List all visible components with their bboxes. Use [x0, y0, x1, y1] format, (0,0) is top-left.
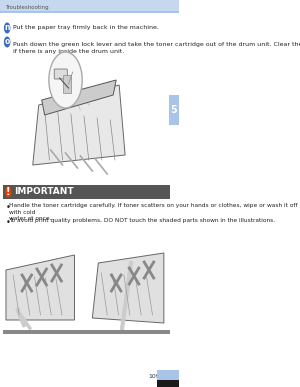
Text: •: • [6, 218, 11, 227]
Text: Put the paper tray firmly back in the machine.: Put the paper tray firmly back in the ma… [13, 26, 158, 31]
Text: IMPORTANT: IMPORTANT [14, 187, 74, 197]
Text: 109: 109 [148, 373, 160, 378]
FancyBboxPatch shape [169, 95, 179, 125]
Text: To avoid print quality problems, DO NOT touch the shaded parts shown in the illu: To avoid print quality problems, DO NOT … [9, 218, 275, 223]
Polygon shape [42, 80, 116, 115]
Circle shape [4, 36, 11, 48]
Text: Handle the toner cartridge carefully. If toner scatters on your hands or clothes: Handle the toner cartridge carefully. If… [9, 203, 298, 221]
Text: •: • [6, 203, 11, 212]
Text: o: o [4, 38, 10, 46]
FancyBboxPatch shape [0, 0, 179, 12]
Text: Troubleshooting: Troubleshooting [5, 5, 48, 10]
Text: 5: 5 [171, 105, 177, 115]
FancyBboxPatch shape [0, 11, 179, 12]
Circle shape [4, 22, 11, 34]
FancyBboxPatch shape [54, 69, 67, 79]
Polygon shape [33, 85, 125, 165]
FancyBboxPatch shape [157, 380, 179, 387]
Polygon shape [92, 253, 164, 323]
Text: !: ! [6, 187, 10, 197]
Circle shape [5, 187, 12, 197]
Circle shape [49, 52, 82, 108]
Text: Push down the green lock lever and take the toner cartridge out of the drum unit: Push down the green lock lever and take … [13, 42, 300, 54]
FancyBboxPatch shape [63, 75, 71, 93]
FancyBboxPatch shape [157, 370, 179, 387]
Text: n: n [4, 24, 10, 33]
FancyBboxPatch shape [3, 330, 170, 334]
Polygon shape [6, 255, 74, 320]
FancyBboxPatch shape [3, 185, 170, 199]
